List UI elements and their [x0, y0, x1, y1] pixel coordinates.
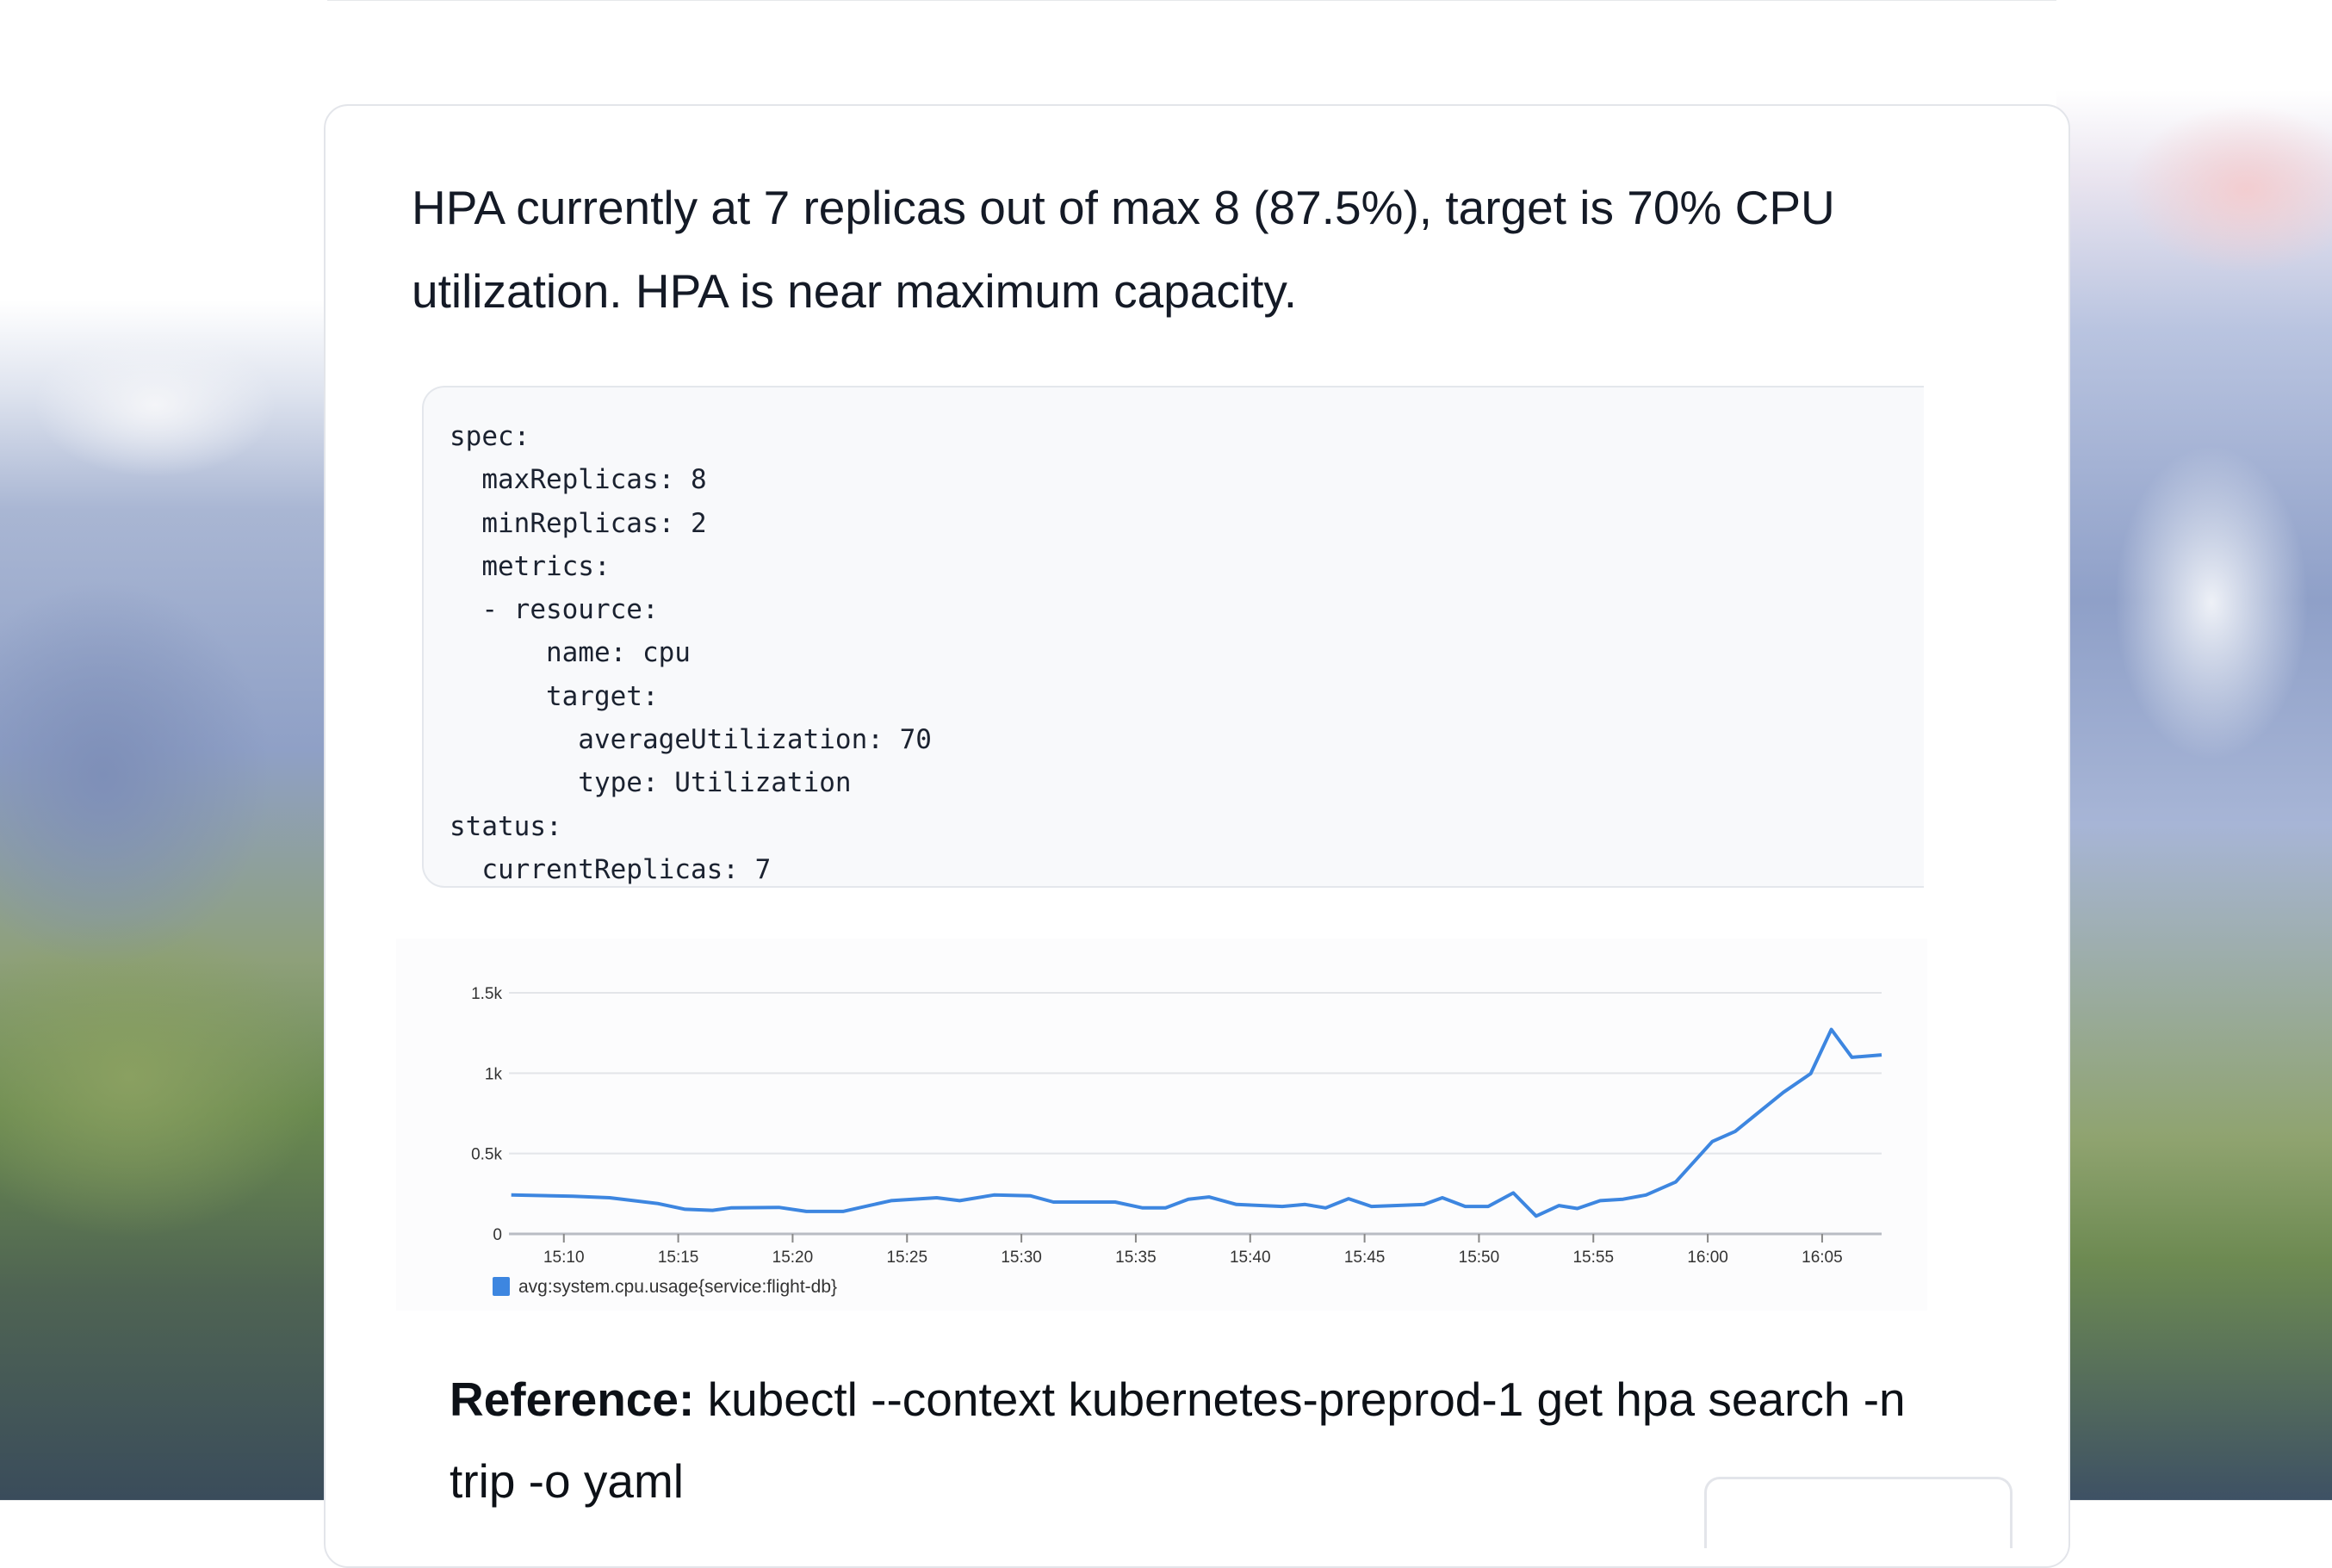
- yaml-code: spec: maxReplicas: 8 minReplicas: 2 metr…: [450, 421, 932, 885]
- chart-svg: 0 0.5k 1k 1.5k 15:10 15:15 15:20 15:25 15:30 15:3…: [471, 985, 1882, 1297]
- x-tick-label: 15:35: [1115, 1249, 1157, 1267]
- x-tick-label: 15:10: [543, 1249, 585, 1267]
- x-tick-label: 15:40: [1230, 1249, 1271, 1267]
- legend-label: avg:system.cpu.usage{service:flight-db}: [518, 1277, 837, 1297]
- y-tick-label: 1.5k: [471, 985, 502, 1003]
- y-tick-label: 0: [493, 1226, 502, 1244]
- y-tick-label: 1k: [485, 1065, 503, 1083]
- reference-label: Reference:: [450, 1373, 695, 1426]
- message-card: HPA currently at 7 replicas out of max 8…: [324, 104, 2070, 1568]
- x-tick-label: 15:45: [1344, 1249, 1386, 1267]
- x-tick-label: 15:50: [1459, 1249, 1500, 1267]
- x-tick-label: 15:55: [1572, 1249, 1614, 1267]
- series-line: [511, 1027, 1882, 1218]
- reference-command: kubectl --context kubernetes-preprod-1 g…: [450, 1373, 1906, 1508]
- legend-swatch: [493, 1277, 510, 1296]
- cpu-usage-chart: 0 0.5k 1k 1.5k 15:10 15:15 15:20 15:25 15:30 15:3…: [396, 939, 1927, 1311]
- x-tick-label: 15:15: [658, 1249, 699, 1267]
- hpa-summary-text: HPA currently at 7 replicas out of max 8…: [412, 181, 1835, 318]
- reference-text: Reference: kubectl --context kubernetes-…: [450, 1359, 1913, 1522]
- y-tick-label: 0.5k: [471, 1146, 502, 1164]
- background-landscape-left: [0, 0, 327, 1500]
- x-tick-label: 16:00: [1687, 1249, 1728, 1267]
- x-tick-label: 15:30: [1001, 1249, 1042, 1267]
- x-tick-label: 15:20: [772, 1249, 814, 1267]
- action-box[interactable]: [1704, 1477, 2013, 1548]
- background-landscape-right: [2056, 0, 2332, 1500]
- x-tick-label: 15:25: [886, 1249, 927, 1267]
- x-tick-label: 16:05: [1802, 1249, 1843, 1267]
- yaml-code-block[interactable]: spec: maxReplicas: 8 minReplicas: 2 metr…: [422, 386, 1924, 888]
